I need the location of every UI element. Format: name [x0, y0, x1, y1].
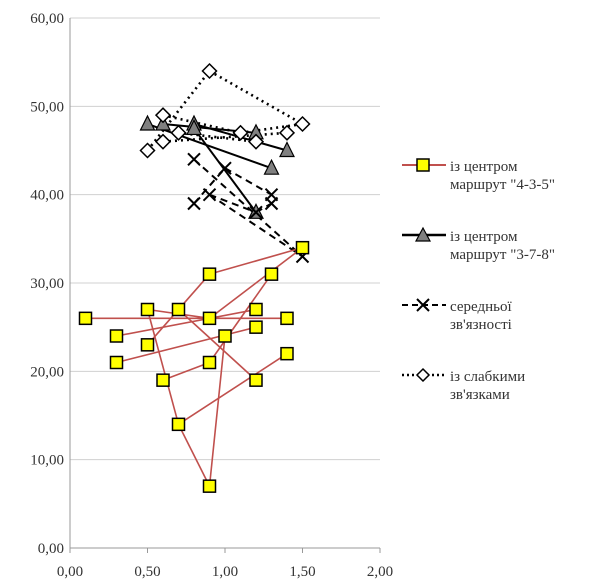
y-tick-label: 10,00 — [30, 453, 64, 469]
data-point-series-1 — [279, 141, 295, 158]
data-point-series-2 — [187, 196, 201, 211]
data-point-series-3 — [294, 115, 311, 133]
series-line-0 — [116, 326, 257, 364]
data-point-series-0 — [202, 311, 217, 326]
data-point-series-0 — [171, 417, 186, 432]
data-point-series-0 — [249, 373, 263, 387]
data-point-series-2 — [187, 152, 201, 167]
legend-item-medium: середньої зв'язності — [400, 290, 595, 360]
data-point-series-1 — [186, 119, 202, 136]
data-point-series-0 — [78, 311, 93, 326]
data-point-series-3 — [278, 124, 296, 141]
data-point-series-3 — [139, 142, 156, 159]
chart: 0,00 10,00 20,00 30,00 40,00 50,00 60,00 0,00 0,… — [30, 11, 393, 580]
legend-swatch-medium — [402, 298, 446, 312]
legend-item-weak: із слабкими зв'язками — [400, 360, 595, 430]
series-line-3 — [240, 122, 303, 135]
legend-swatch-weak — [402, 367, 446, 383]
series-line-0 — [178, 352, 288, 426]
data-point-series-2 — [218, 161, 232, 175]
y-tick-label: 20,00 — [30, 364, 64, 380]
series-line-2 — [193, 158, 304, 258]
data-point-series-1 — [139, 114, 156, 131]
series-line-1 — [193, 127, 257, 213]
data-point-series-0 — [280, 346, 294, 361]
series-line-0 — [177, 308, 257, 381]
data-point-series-0 — [202, 479, 217, 493]
data-point-series-0 — [264, 267, 279, 281]
data-point-series-3 — [154, 133, 172, 150]
series-line-2 — [208, 193, 304, 258]
y-tick-label: 0,00 — [38, 541, 64, 557]
y-tick-label: 50,00 — [30, 99, 64, 115]
series-line-0 — [177, 423, 211, 487]
legend-label-route-435: із центром маршрут "4-3-5" — [450, 159, 555, 193]
data-point-series-0 — [218, 329, 232, 343]
series-line-0 — [162, 361, 210, 381]
data-point-series-1 — [263, 158, 280, 175]
series-line-2 — [224, 167, 272, 196]
data-point-series-0 — [202, 267, 217, 281]
series-line-3 — [146, 70, 211, 152]
y-tick-label: 30,00 — [30, 276, 64, 292]
data-point-series-2 — [249, 205, 263, 220]
series-line-0 — [208, 335, 226, 487]
x-tick-label: 0,50 — [134, 564, 160, 580]
legend-label-weak: із слабкими зв'язками — [450, 369, 526, 403]
data-point-series-0 — [171, 302, 186, 317]
data-point-series-2 — [264, 196, 279, 211]
series-line-0 — [209, 247, 303, 319]
data-point-series-3 — [232, 124, 249, 141]
data-point-series-0 — [109, 355, 124, 370]
data-point-series-0 — [140, 338, 155, 352]
data-point-series-0 — [249, 302, 263, 317]
series-line-3 — [208, 69, 304, 126]
x-tick-label: 1,00 — [212, 564, 238, 580]
x-tick-label: 1,50 — [289, 564, 315, 580]
y-tick-label: 60,00 — [30, 11, 64, 27]
data-point-series-0 — [249, 320, 263, 334]
data-point-series-0 — [295, 240, 310, 255]
series-line-0 — [209, 246, 303, 275]
x-tick-label: 2,00 — [367, 564, 393, 580]
data-point-series-3 — [247, 133, 265, 150]
data-point-series-0 — [140, 302, 155, 317]
series-line-3 — [162, 113, 241, 135]
data-point-series-0 — [202, 355, 217, 370]
series-line-0 — [146, 309, 180, 425]
legend-swatch-route-435 — [402, 158, 446, 172]
series-line-1 — [147, 123, 272, 170]
data-point-series-3 — [154, 107, 172, 124]
data-point-series-3 — [201, 62, 218, 80]
data-point-series-0 — [109, 329, 124, 343]
series-line-3 — [162, 131, 288, 143]
legend: із центром маршрут "4-3-5" із центром ма… — [400, 150, 595, 430]
data-point-series-0 — [156, 373, 170, 387]
series-line-2 — [209, 193, 257, 214]
legend-item-route-378: із центром маршрут "3-7-8" — [400, 220, 595, 290]
legend-swatch-route-378 — [402, 226, 446, 242]
y-tick-label: 40,00 — [30, 188, 64, 204]
data-point-series-0 — [280, 311, 294, 326]
x-tick-label: 0,00 — [57, 564, 83, 580]
series-line-0 — [116, 308, 257, 337]
legend-label-medium: середньої зв'язності — [450, 299, 512, 333]
data-point-series-2 — [202, 187, 217, 202]
data-point-series-3 — [170, 124, 187, 141]
legend-item-route-435: із центром маршрут "4-3-5" — [400, 150, 595, 220]
legend-label-route-378: із центром маршрут "3-7-8" — [450, 229, 555, 263]
